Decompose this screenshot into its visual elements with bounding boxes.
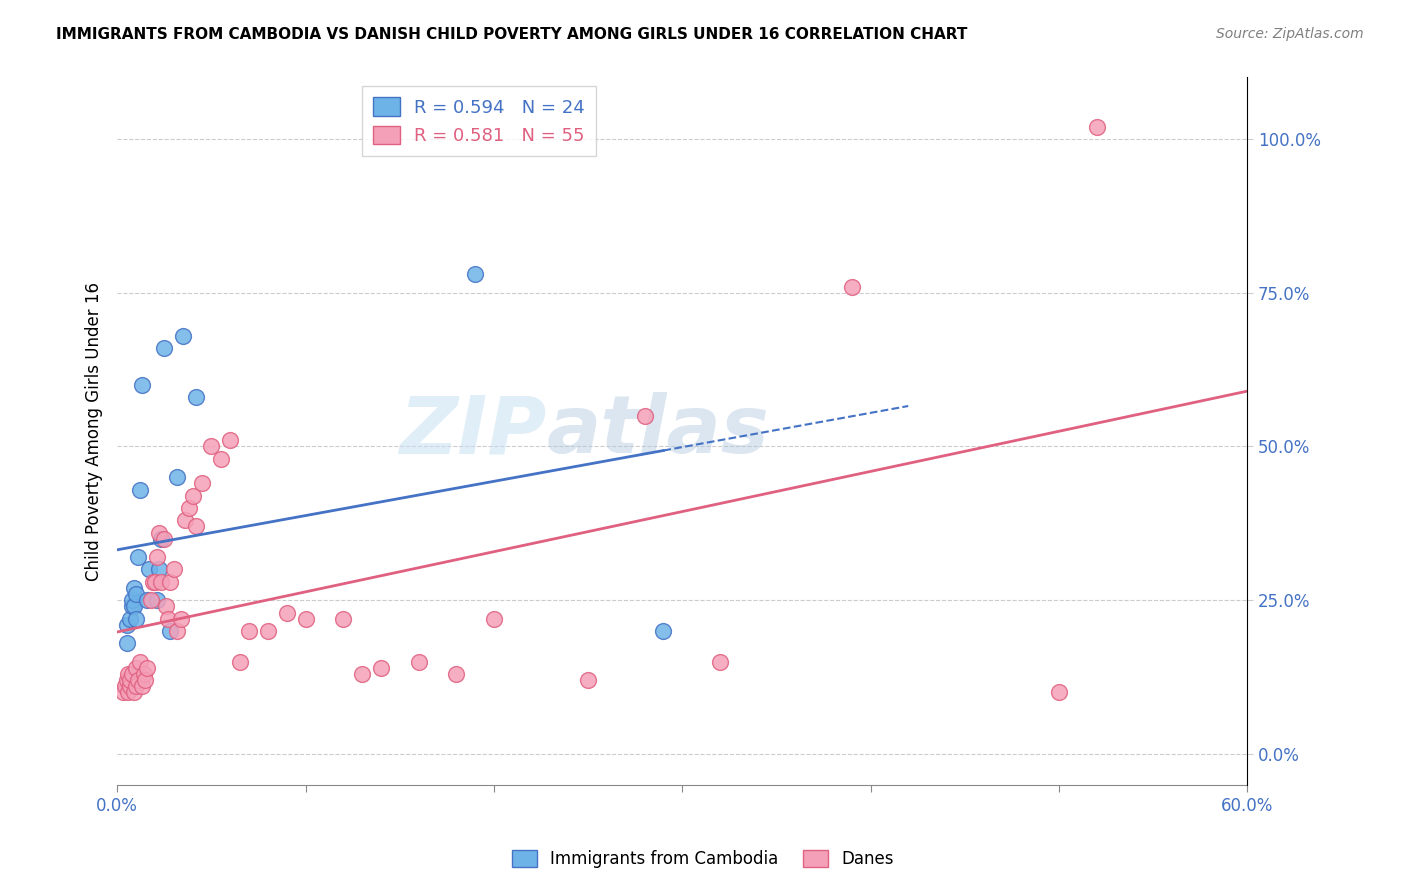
Point bbox=[172, 328, 194, 343]
Point bbox=[149, 532, 172, 546]
Point bbox=[117, 667, 139, 681]
Point bbox=[444, 667, 467, 681]
Point bbox=[181, 489, 204, 503]
Point bbox=[228, 655, 250, 669]
Point bbox=[143, 574, 166, 589]
Text: ZIP: ZIP bbox=[399, 392, 547, 470]
Point bbox=[709, 655, 731, 669]
Point bbox=[257, 624, 280, 638]
Point bbox=[115, 617, 138, 632]
Point bbox=[145, 593, 167, 607]
Point bbox=[186, 519, 208, 533]
Point bbox=[633, 409, 655, 423]
Point bbox=[209, 451, 232, 466]
Point bbox=[134, 673, 156, 688]
Point bbox=[122, 581, 145, 595]
Point bbox=[841, 279, 863, 293]
Y-axis label: Child Poverty Among Girls Under 16: Child Poverty Among Girls Under 16 bbox=[86, 282, 103, 581]
Point bbox=[122, 599, 145, 614]
Point bbox=[122, 685, 145, 699]
Point bbox=[1085, 120, 1108, 134]
Legend: Immigrants from Cambodia, Danes: Immigrants from Cambodia, Danes bbox=[505, 843, 901, 875]
Point bbox=[219, 434, 242, 448]
Point bbox=[120, 673, 142, 688]
Point bbox=[294, 612, 316, 626]
Point bbox=[115, 673, 138, 688]
Point bbox=[128, 655, 150, 669]
Point bbox=[155, 599, 177, 614]
Point bbox=[127, 673, 149, 688]
Point bbox=[370, 661, 392, 675]
Point bbox=[125, 587, 148, 601]
Legend: R = 0.594   N = 24, R = 0.581   N = 55: R = 0.594 N = 24, R = 0.581 N = 55 bbox=[361, 87, 596, 156]
Point bbox=[138, 562, 160, 576]
Point bbox=[136, 661, 159, 675]
Point bbox=[128, 483, 150, 497]
Point bbox=[166, 624, 188, 638]
Point bbox=[125, 612, 148, 626]
Point bbox=[149, 574, 172, 589]
Point bbox=[145, 550, 167, 565]
Point bbox=[238, 624, 260, 638]
Point bbox=[408, 655, 430, 669]
Point bbox=[120, 612, 142, 626]
Point bbox=[136, 593, 159, 607]
Point bbox=[332, 612, 354, 626]
Text: IMMIGRANTS FROM CAMBODIA VS DANISH CHILD POVERTY AMONG GIRLS UNDER 16 CORRELATIO: IMMIGRANTS FROM CAMBODIA VS DANISH CHILD… bbox=[56, 27, 967, 42]
Point bbox=[131, 679, 153, 693]
Point bbox=[115, 636, 138, 650]
Point bbox=[166, 470, 188, 484]
Point bbox=[200, 440, 222, 454]
Point bbox=[117, 685, 139, 699]
Point bbox=[111, 685, 134, 699]
Point bbox=[350, 667, 373, 681]
Point bbox=[482, 612, 505, 626]
Point bbox=[153, 532, 176, 546]
Point bbox=[125, 679, 148, 693]
Point bbox=[132, 667, 155, 681]
Point bbox=[464, 267, 486, 281]
Point bbox=[186, 390, 208, 404]
Point bbox=[174, 513, 197, 527]
Point bbox=[159, 574, 181, 589]
Point bbox=[170, 612, 193, 626]
Point bbox=[576, 673, 599, 688]
Point bbox=[148, 562, 170, 576]
Point bbox=[148, 525, 170, 540]
Text: Source: ZipAtlas.com: Source: ZipAtlas.com bbox=[1216, 27, 1364, 41]
Point bbox=[131, 378, 153, 392]
Text: atlas: atlas bbox=[547, 392, 769, 470]
Point bbox=[159, 624, 181, 638]
Point bbox=[125, 661, 148, 675]
Point bbox=[177, 500, 200, 515]
Point bbox=[121, 593, 143, 607]
Point bbox=[1047, 685, 1070, 699]
Point bbox=[652, 624, 675, 638]
Point bbox=[163, 562, 186, 576]
Point bbox=[142, 574, 165, 589]
Point bbox=[139, 593, 162, 607]
Point bbox=[276, 606, 298, 620]
Point bbox=[153, 341, 176, 355]
Point bbox=[127, 550, 149, 565]
Point bbox=[191, 476, 214, 491]
Point bbox=[120, 679, 142, 693]
Point bbox=[157, 612, 180, 626]
Point bbox=[114, 679, 136, 693]
Point bbox=[121, 667, 143, 681]
Point bbox=[121, 599, 143, 614]
